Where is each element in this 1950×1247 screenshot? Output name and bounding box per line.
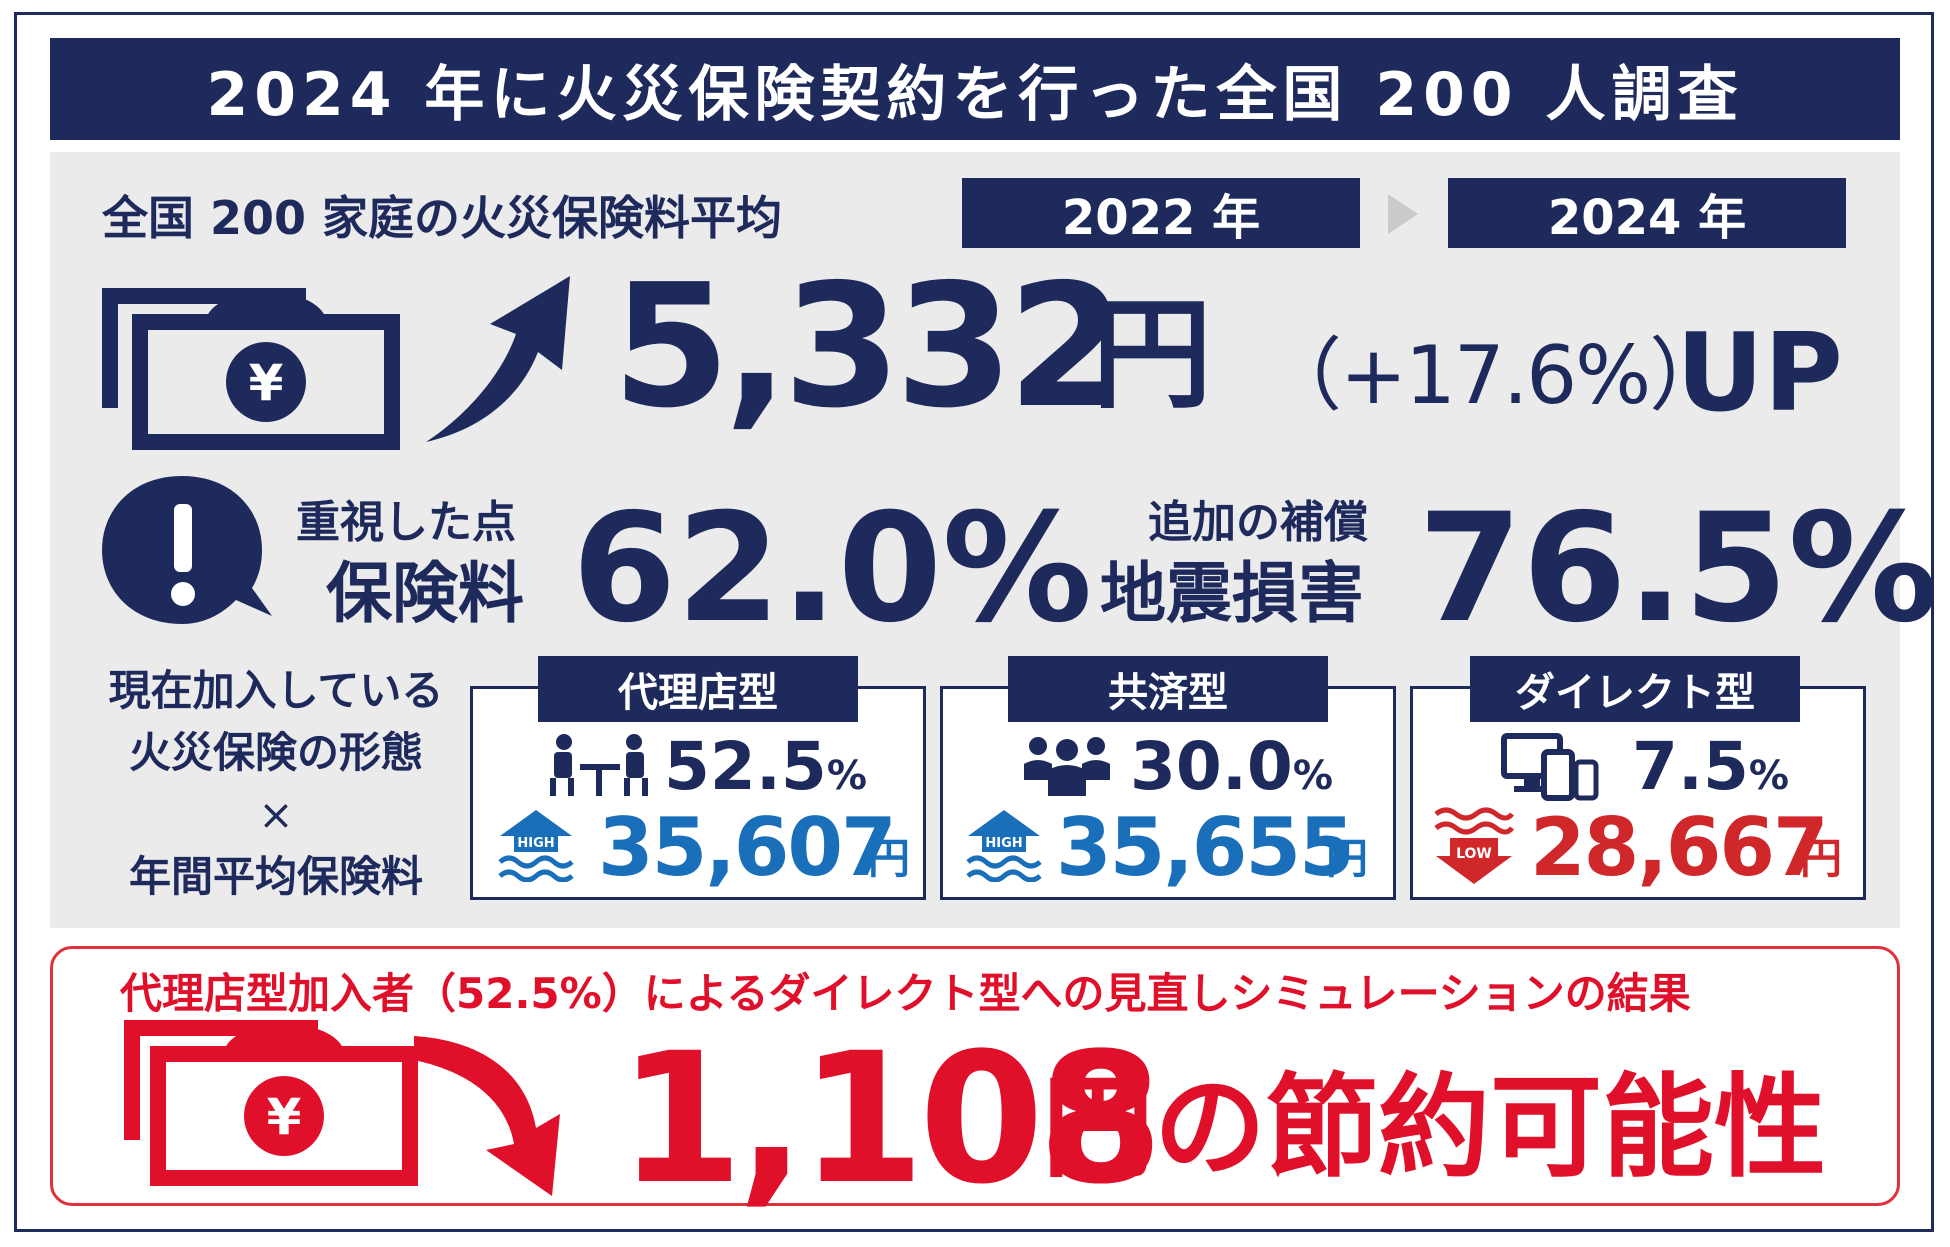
svg-text:HIGH: HIGH [985, 836, 1022, 851]
page-title: 2024 年に火災保険契約を行った全国 200 人調査 [50, 38, 1900, 140]
arrow-down-icon [414, 1036, 560, 1196]
group-people-icon [1024, 737, 1110, 796]
svg-text:LOW: LOW [1456, 846, 1492, 862]
devices-icon [1501, 733, 1599, 801]
form-card-price: 28,667 [1530, 801, 1829, 894]
svg-text:¥: ¥ [249, 354, 284, 412]
priority-small-label: 重視した点 [296, 497, 516, 548]
result-heading: 代理店型加入者（52.5%）によるダイレクト型への見直しシミュレーションの結果 [120, 969, 1691, 1018]
form-card-share: 7.5% [1632, 728, 1789, 805]
year-arrow-icon [1388, 194, 1418, 234]
banknote-yen-icon: ¥ [124, 1020, 418, 1186]
extra-coverage-label: 地震損害 [1100, 555, 1364, 632]
high-water-icon: HIGH [966, 810, 1042, 882]
form-card-yen: 円 [868, 834, 911, 883]
increase-yen-unit: 円 [1092, 286, 1212, 425]
people-at-desk-icon [550, 734, 648, 796]
form-card-yen: 円 [1800, 834, 1843, 883]
savings-amount: 1,108 [618, 1015, 1163, 1224]
average-premium-label: 全国 200 家庭の火災保険料平均 [102, 191, 783, 245]
priority-label: 保険料 [326, 555, 524, 632]
form-card-title: ダイレクト型 [1470, 656, 1800, 722]
forms-side-label: 現在加入している 火災保険の形態 × 年間平均保険料 [108, 666, 444, 901]
result-panel [50, 946, 1900, 1206]
increase-percent: （+17.6%） [1262, 329, 1729, 422]
priority-percent: 62.0% [572, 482, 1093, 656]
year-to-badge: 2024 年 [1448, 178, 1846, 248]
arrow-up-icon [426, 276, 570, 442]
form-card-price: 35,655 [1056, 801, 1355, 894]
form-card-title: 共済型 [1008, 656, 1328, 722]
high-water-icon: HIGH [498, 810, 574, 882]
form-card-share: 52.5% [664, 728, 867, 805]
svg-text:¥: ¥ [267, 1088, 302, 1146]
form-card-price: 35,607 [598, 801, 897, 894]
up-label: UP [1676, 311, 1843, 436]
form-card-share: 30.0% [1130, 728, 1333, 805]
exclamation-bubble-icon [102, 476, 272, 624]
low-water-icon: LOW [1434, 807, 1514, 884]
form-card-title: 代理店型 [538, 656, 858, 722]
extra-coverage-percent: 76.5% [1418, 482, 1939, 656]
increase-amount: 5,332 [612, 248, 1126, 446]
svg-text:HIGH: HIGH [517, 836, 554, 851]
form-card-yen: 円 [1326, 834, 1369, 883]
banknote-yen-icon: ¥ [102, 288, 400, 450]
savings-tail-label: 円の節約可能性 [1042, 1063, 1826, 1193]
year-from-badge: 2022 年 [962, 178, 1360, 248]
extra-coverage-small-label: 追加の補償 [1148, 497, 1368, 548]
